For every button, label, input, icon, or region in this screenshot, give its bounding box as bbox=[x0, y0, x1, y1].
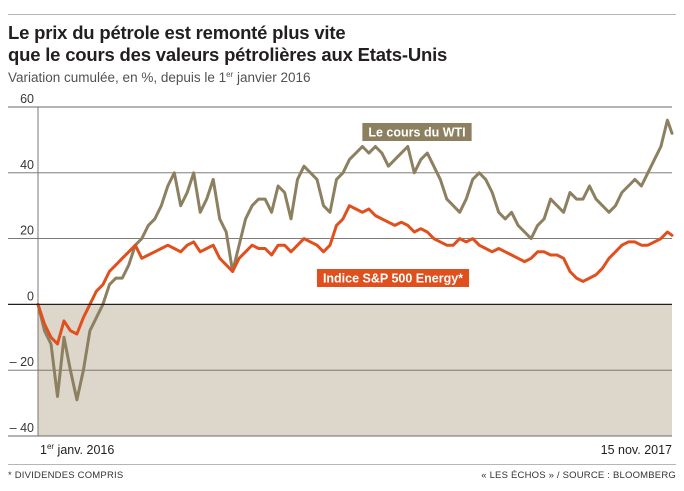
subtitle-superscript: er bbox=[226, 70, 234, 79]
sp500-series-line bbox=[36, 204, 674, 346]
wti-series-label-text: Le cours du WTI bbox=[368, 126, 465, 140]
sp500-series-label-box bbox=[316, 269, 470, 287]
y-tick-label: – 20 bbox=[10, 355, 34, 369]
y-tick-label: 40 bbox=[20, 158, 34, 172]
y-tick-label: 0 bbox=[27, 289, 34, 303]
y-tick-label: 20 bbox=[20, 224, 34, 238]
top-rule bbox=[8, 14, 676, 15]
chart-title: Le prix du pétrole est remonté plus vite… bbox=[8, 22, 676, 66]
sp500-series-label: Indice S&P 500 Energy* bbox=[316, 269, 470, 287]
bottom-rule bbox=[8, 464, 676, 465]
title-line-1: Le prix du pétrole est remonté plus vite bbox=[8, 22, 346, 43]
title-line-2: que le cours des valeurs pétrolières aux… bbox=[8, 44, 448, 65]
footnote: * DIVIDENDES COMPRIS bbox=[8, 470, 124, 481]
wti-series-label-box bbox=[362, 123, 472, 141]
x-start-label: 1er janv. 2016 bbox=[40, 442, 114, 457]
wti-series-line bbox=[36, 118, 674, 402]
source-credit: « LES ÉCHOS » / SOURCE : BLOOMBERG bbox=[481, 470, 676, 481]
y-tick-label: – 40 bbox=[10, 421, 34, 435]
sp500-series-label-text: Indice S&P 500 Energy* bbox=[323, 272, 463, 286]
chart-subtitle: Variation cumulée, en %, depuis le 1er j… bbox=[8, 70, 311, 85]
subtitle-text: Variation cumulée, en %, depuis le 1 bbox=[8, 70, 227, 85]
wti-series-label: Le cours du WTI bbox=[362, 123, 472, 141]
subtitle-text-end: janvier 2016 bbox=[233, 70, 311, 85]
y-tick-label: 60 bbox=[20, 92, 34, 106]
x-end-label: 15 nov. 2017 bbox=[601, 443, 672, 457]
